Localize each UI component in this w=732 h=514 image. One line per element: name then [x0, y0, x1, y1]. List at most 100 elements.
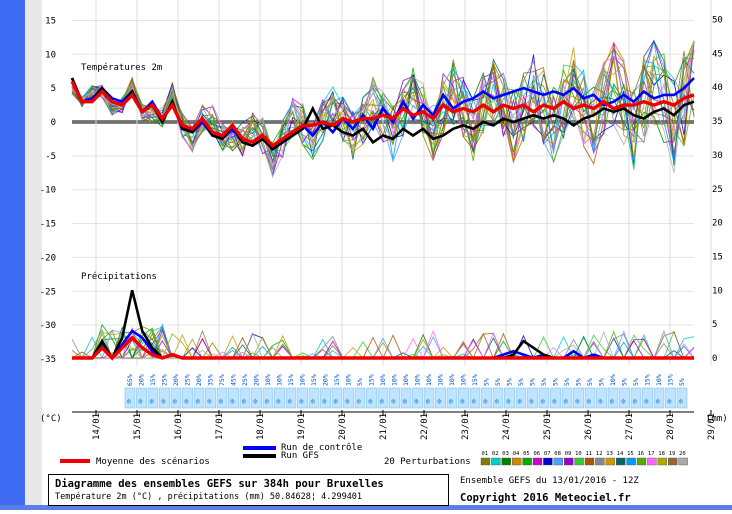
snow-percent-label: 20% — [195, 374, 203, 386]
snow-percent-label: 25% — [184, 374, 192, 386]
snow-badge — [308, 387, 320, 409]
perturbation-swatch — [626, 457, 636, 466]
snow-percent-label: 15% — [149, 374, 157, 386]
right-tick-label: 40 — [712, 83, 723, 93]
x-tick-label: 23/01 — [461, 413, 471, 440]
perturbation-swatch — [595, 457, 605, 466]
legend-perturbations-label: 20 Perturbations — [384, 457, 471, 467]
snow-badge — [377, 387, 389, 409]
snow-percent-label: 5% — [483, 378, 491, 386]
snow-percent-label: 5% — [598, 378, 606, 386]
right-tick-label: 5 — [712, 320, 717, 330]
snow-badge — [216, 387, 228, 409]
right-tick-label: 45 — [712, 49, 723, 59]
x-tick-label: 15/01 — [133, 413, 143, 440]
perturbation-id-label: 14 — [617, 451, 624, 457]
perturbation-swatch — [678, 457, 688, 466]
perturbation-id-label: 11 — [586, 451, 593, 457]
snowflake-icon: ❄ — [633, 397, 638, 406]
snow-badge — [297, 387, 308, 409]
snowflake-icon: ❄ — [253, 397, 258, 406]
snowflake-icon: ❄ — [598, 397, 603, 406]
snow-badge — [481, 387, 492, 409]
snow-badge — [274, 387, 285, 409]
snow-percent-label: 15% — [368, 374, 376, 386]
snowflake-icon: ❄ — [529, 397, 534, 406]
x-tick-label: 29/01 — [707, 413, 717, 440]
snowflake-icon: ❄ — [449, 397, 454, 406]
snow-percent-label: 15% — [471, 374, 479, 386]
x-tick-label: 24/01 — [502, 413, 512, 440]
perturbation-swatch — [501, 457, 511, 466]
snow-badge — [653, 387, 665, 409]
snowflake-icon: ❄ — [230, 397, 235, 406]
right-tick-label: 20 — [712, 219, 723, 229]
perturbation-id-label: 19 — [669, 451, 676, 457]
left-tick-label: 15 — [45, 16, 56, 26]
snowflake-icon: ❄ — [644, 397, 649, 406]
snow-badge — [136, 387, 147, 409]
left-margin — [25, 0, 42, 510]
legend-control-label: Run de contrôle — [281, 443, 363, 453]
snow-percent-label: 10% — [299, 374, 307, 386]
perturbation-swatch — [605, 457, 615, 466]
left-stripe — [0, 0, 25, 510]
snow-percent-label: 10% — [414, 374, 422, 386]
snow-percent-label: 5% — [540, 378, 548, 386]
left-tick-label: -25 — [40, 287, 56, 297]
left-tick-label: -5 — [45, 152, 56, 162]
perturbation-swatch — [647, 457, 657, 466]
perturbation-id-label: 12 — [596, 451, 603, 457]
snow-percent-label: 25% — [241, 374, 249, 386]
left-tick-label: 10 — [45, 50, 56, 60]
snowflake-icon: ❄ — [242, 397, 247, 406]
snow-badge — [538, 387, 550, 409]
snowflake-icon: ❄ — [437, 397, 442, 406]
perturbation-id-label: 06 — [534, 451, 541, 457]
snow-percent-label: 10% — [379, 374, 387, 386]
snow-badge — [354, 387, 366, 409]
perturbation-id-label: 07 — [544, 451, 551, 457]
snow-percent-label: 10% — [425, 374, 433, 386]
snow-percent-label: 10% — [276, 374, 284, 386]
snow-badge — [170, 387, 182, 409]
temperature-panel-label: Températures 2m — [81, 63, 163, 73]
perturbation-swatch — [491, 457, 501, 466]
snow-percent-label: 35% — [207, 374, 215, 386]
snow-percent-label: 10% — [391, 374, 399, 386]
x-tick-label: 28/01 — [666, 413, 676, 440]
right-tick-label: 25 — [712, 185, 723, 195]
snowflake-icon: ❄ — [265, 397, 270, 406]
x-tick-label: 27/01 — [625, 413, 635, 440]
snow-badge — [561, 387, 573, 409]
snowflake-icon: ❄ — [391, 397, 396, 406]
snow-badge — [285, 387, 297, 409]
snow-badge — [573, 387, 584, 409]
left-tick-label: -35 — [40, 355, 56, 365]
snow-badge — [630, 387, 642, 409]
snowflake-icon: ❄ — [667, 397, 672, 406]
snow-badge — [676, 387, 688, 409]
snow-badge — [619, 387, 630, 409]
snow-percent-label: 5% — [621, 378, 629, 386]
snow-percent-label: 5% — [586, 378, 594, 386]
snow-percent-label: 15% — [644, 374, 652, 386]
perturbation-id-label: 10 — [575, 451, 582, 457]
snowflake-icon: ❄ — [173, 397, 178, 406]
x-tick-label: 26/01 — [584, 413, 594, 440]
snow-badge — [124, 387, 136, 409]
snow-percent-label: 5% — [356, 378, 364, 386]
snow-badge — [458, 387, 469, 409]
snowflake-icon: ❄ — [276, 397, 281, 406]
left-tick-label: -15 — [40, 220, 56, 230]
snowflake-icon: ❄ — [161, 397, 166, 406]
perturbation-swatch — [564, 457, 574, 466]
snow-percent-label: 5% — [506, 378, 514, 386]
snow-badge — [504, 387, 515, 409]
snow-badge — [584, 387, 596, 409]
perturbation-swatch — [616, 457, 626, 466]
snow-percent-label: 15% — [667, 374, 675, 386]
left-tick-label: -30 — [40, 321, 56, 331]
snow-percent-label: 10% — [264, 374, 272, 386]
snow-percent-label: 5% — [632, 378, 640, 386]
